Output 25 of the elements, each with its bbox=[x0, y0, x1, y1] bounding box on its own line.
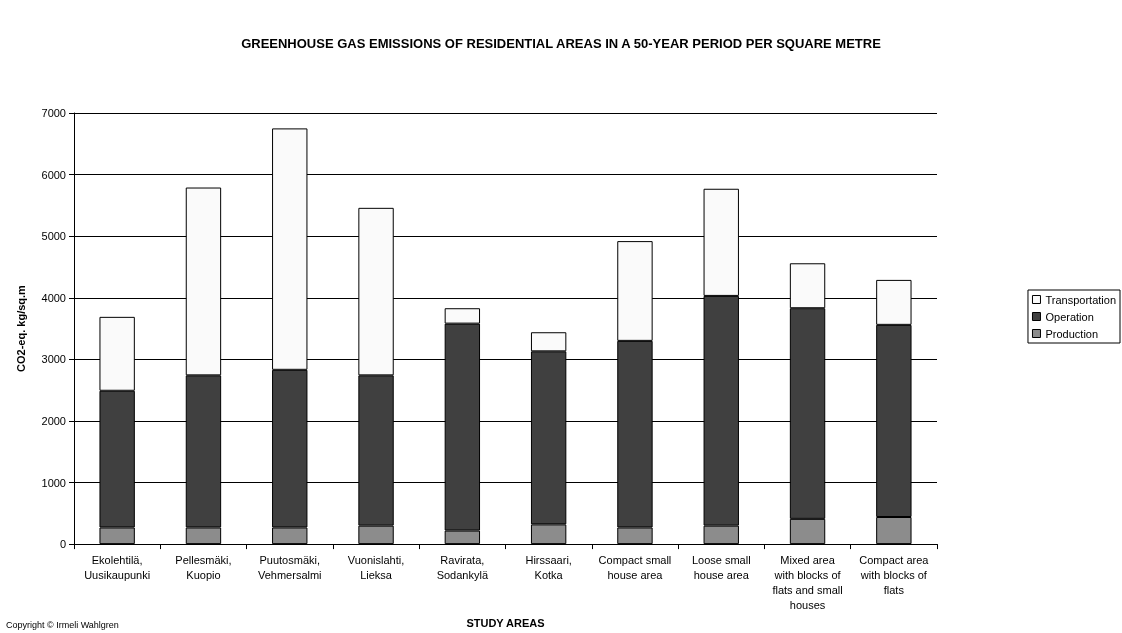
x-tick-label: Pellesmäki, Kuopio bbox=[175, 553, 232, 581]
x-tick-label: Mixed area with blocks of flats and small houses bbox=[772, 553, 843, 611]
x-tick-label: Hirssaari, Kotka bbox=[525, 553, 572, 581]
legend-label: Production bbox=[1045, 327, 1099, 340]
x-tick-label: Compact small house area bbox=[598, 553, 672, 581]
x-tick-label: Loose small house area bbox=[691, 553, 751, 581]
y-axis-title: CO2-eq. kg/sq.m bbox=[14, 284, 27, 372]
x-tick-label: Ekolehtilä, Uusikaupunki bbox=[84, 553, 151, 581]
x-axis-title: STUDY AREAS bbox=[466, 616, 545, 629]
chart-title: GREENHOUSE GAS EMISSIONS OF RESIDENTIAL AREAS IN A 50-YEAR PERIOD PER SQUARE METRE bbox=[241, 36, 882, 51]
y-tick-label: 7000 bbox=[41, 107, 66, 119]
x-tick-label: Puutosmäki, Vehmersalmi bbox=[257, 553, 322, 581]
y-tick-label: 5000 bbox=[41, 230, 66, 243]
text: Copyright © Irmeli Wahlgren bbox=[6, 619, 119, 630]
y-tick-label: 2000 bbox=[41, 414, 66, 427]
x-tick-label: Vuonislahti, Lieksa bbox=[347, 553, 405, 581]
legend-label: Operation bbox=[1045, 310, 1094, 323]
x-tick-label: Ravirata, Sodankylä bbox=[436, 553, 489, 581]
y-tick-label: 3000 bbox=[41, 353, 66, 366]
x-tick-label: Compact area with blocks of flats bbox=[859, 553, 930, 596]
y-tick-label: 1000 bbox=[41, 476, 66, 489]
y-tick-label: 4000 bbox=[41, 291, 66, 304]
legend-label: Transportation bbox=[1045, 293, 1117, 306]
y-tick-label: 6000 bbox=[41, 168, 66, 181]
y-tick-label: 0 bbox=[59, 538, 66, 551]
